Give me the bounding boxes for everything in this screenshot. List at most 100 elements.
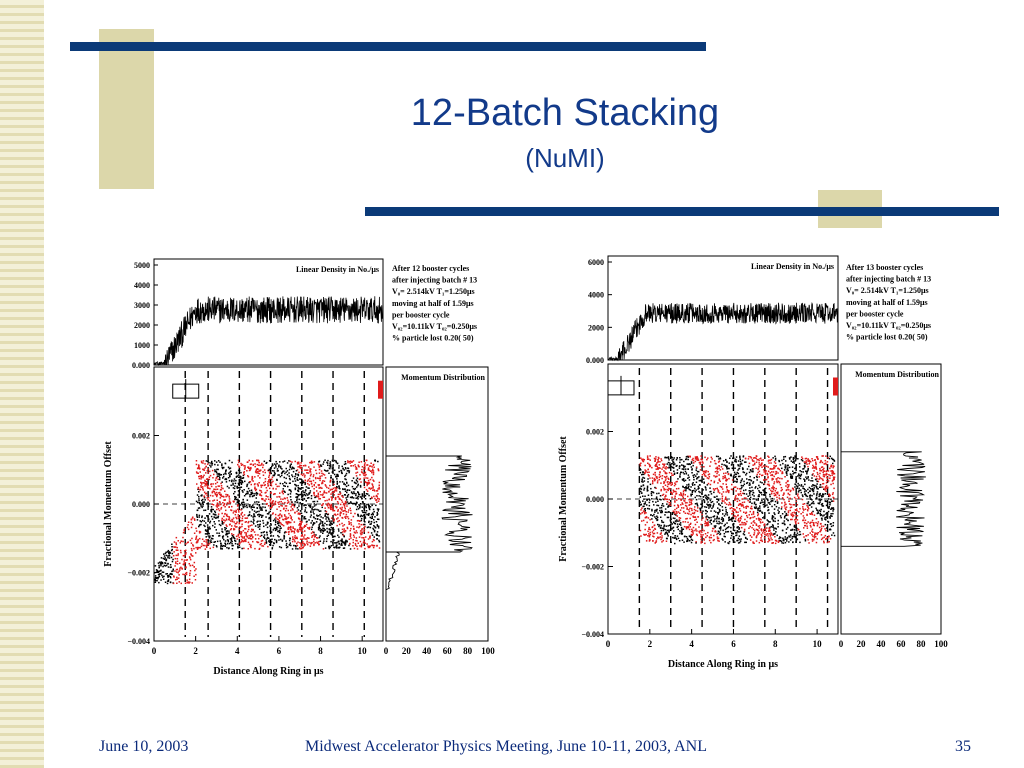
- particle-point: [827, 510, 830, 513]
- particle-point: [709, 465, 711, 467]
- density-ytick-label: 4000: [588, 291, 604, 300]
- particle-point: [196, 515, 198, 517]
- particle-point: [240, 541, 242, 543]
- particle-point: [757, 499, 759, 501]
- particle-point: [659, 461, 661, 463]
- particle-point: [216, 481, 219, 484]
- particle-point: [829, 494, 831, 496]
- particle-point: [749, 501, 751, 503]
- particle-point: [820, 534, 823, 536]
- particle-point: [342, 503, 345, 506]
- particle-point: [313, 513, 315, 515]
- particle-point: [191, 549, 193, 552]
- particle-point: [279, 482, 282, 485]
- particle-point: [225, 532, 228, 535]
- particle-point: [802, 468, 804, 470]
- particle-point: [228, 517, 231, 519]
- particle-point: [218, 501, 221, 503]
- particle-point: [811, 534, 813, 536]
- particle-point: [698, 479, 701, 482]
- particle-point: [716, 487, 718, 490]
- particle-point: [318, 464, 320, 466]
- particle-point: [266, 534, 268, 536]
- particle-point: [244, 528, 246, 530]
- particle-point: [309, 468, 311, 470]
- particle-point: [335, 544, 338, 546]
- particle-point: [304, 524, 306, 527]
- particle-point: [304, 469, 306, 471]
- particle-point: [735, 461, 737, 463]
- particle-point: [206, 478, 208, 480]
- particle-point: [742, 471, 744, 473]
- particle-point: [333, 539, 335, 541]
- particle-point: [174, 565, 176, 567]
- particle-point: [229, 538, 232, 540]
- particle-point: [231, 461, 233, 464]
- particle-point: [312, 506, 314, 508]
- particle-point: [318, 468, 321, 471]
- particle-point: [717, 490, 720, 492]
- particle-point: [258, 510, 260, 513]
- particle-point: [246, 535, 248, 537]
- particle-point: [715, 467, 717, 470]
- particle-point: [332, 527, 334, 529]
- particle-point: [290, 506, 292, 508]
- particle-point: [731, 467, 734, 469]
- particle-point: [177, 571, 179, 574]
- particle-point: [661, 527, 664, 530]
- particle-point: [683, 473, 685, 475]
- particle-point: [316, 518, 319, 520]
- particle-point: [759, 525, 761, 527]
- particle-point: [799, 489, 802, 491]
- particle-point: [232, 482, 234, 485]
- particle-point: [705, 524, 708, 527]
- red-marker: [833, 377, 838, 396]
- particle-point: [768, 485, 771, 487]
- particle-point: [684, 504, 687, 507]
- particle-point: [828, 498, 830, 500]
- particle-point: [816, 525, 819, 527]
- particle-point: [694, 519, 696, 521]
- particle-point: [323, 538, 325, 540]
- particle-point: [226, 485, 229, 488]
- particle-point: [368, 465, 371, 467]
- particle-point: [325, 540, 328, 543]
- particle-point: [280, 514, 283, 517]
- particle-point: [328, 467, 331, 469]
- particle-point: [177, 577, 180, 579]
- particle-point: [787, 485, 790, 488]
- particle-point: [349, 542, 351, 545]
- particle-point: [323, 469, 326, 471]
- particle-point: [764, 494, 767, 496]
- particle-point: [652, 521, 654, 524]
- particle-point: [290, 525, 292, 528]
- particle-point: [216, 502, 219, 504]
- particle-point: [200, 483, 203, 485]
- particle-point: [746, 468, 749, 470]
- particle-point: [268, 479, 270, 481]
- particle-point: [328, 520, 331, 522]
- particle-point: [212, 495, 214, 497]
- particle-point: [822, 479, 824, 482]
- particle-point: [785, 460, 787, 462]
- particle-point: [279, 525, 281, 528]
- particle-point: [744, 524, 746, 526]
- particle-point: [644, 471, 647, 473]
- particle-point: [760, 463, 763, 465]
- particle-point: [657, 456, 660, 459]
- particle-point: [337, 528, 340, 530]
- particle-point: [290, 516, 293, 518]
- particle-point: [154, 581, 157, 583]
- particle-point: [730, 504, 732, 506]
- particle-point: [320, 510, 322, 512]
- particle-point: [792, 473, 794, 475]
- particle-point: [724, 506, 727, 509]
- particle-point: [726, 499, 728, 501]
- particle-point: [764, 528, 767, 531]
- particle-point: [202, 476, 204, 479]
- particle-point: [748, 490, 750, 492]
- particle-point: [293, 530, 295, 533]
- particle-point: [802, 503, 804, 505]
- particle-point: [733, 474, 735, 477]
- particle-point: [733, 471, 736, 474]
